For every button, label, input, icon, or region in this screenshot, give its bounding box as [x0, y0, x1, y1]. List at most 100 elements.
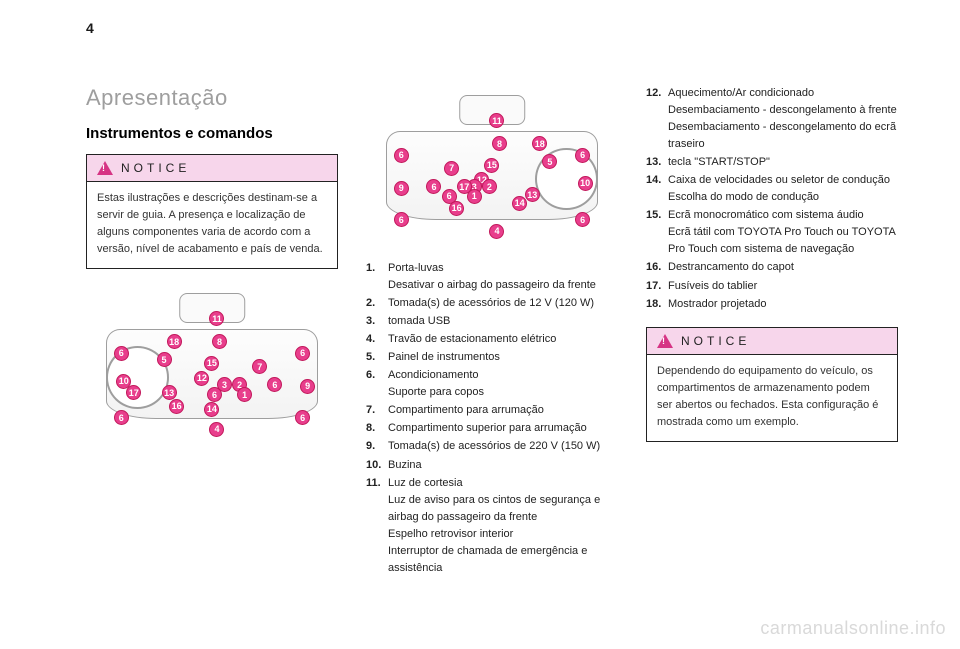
notice-box-2: NOTICE Dependendo do equipamento do veíc…	[646, 327, 898, 442]
callout-bubble: 6	[394, 212, 409, 227]
list-item-text: tecla "START/STOP"	[668, 154, 898, 171]
callout-bubble: 2	[482, 179, 497, 194]
warning-triangle-icon	[97, 161, 113, 175]
list-item-text: tomada USB	[388, 313, 618, 330]
list-item-subtext: Suporte para copos	[388, 384, 618, 401]
callout-bubble: 6	[207, 387, 222, 402]
list-item-number: 7.	[366, 402, 388, 419]
list-item-number: 11.	[366, 475, 388, 577]
list-item-number: 8.	[366, 420, 388, 437]
callout-bubble: 1	[467, 189, 482, 204]
list-item-number: 5.	[366, 349, 388, 366]
list-item-subtext: Desembaciamento - descongelamento do ecr…	[668, 119, 898, 153]
warning-triangle-icon	[657, 334, 673, 348]
list-item-text: Buzina	[388, 457, 618, 474]
list-item-number: 9.	[366, 438, 388, 455]
list-item: 12.Aquecimento/Ar condicionadoDesembacia…	[646, 85, 898, 153]
list-item-text: Fusíveis do tablier	[668, 278, 898, 295]
numbered-list-col3: 12.Aquecimento/Ar condicionadoDesembacia…	[646, 85, 898, 313]
callout-bubble: 15	[484, 158, 499, 173]
section-subtitle: Instrumentos e comandos	[86, 125, 338, 142]
callout-bubble: 10	[578, 176, 593, 191]
notice-box-1: NOTICE Estas ilustrações e descrições de…	[86, 154, 338, 269]
dashboard-illustration-left: 11188665157101232691713161614664	[86, 283, 338, 448]
notice-label: NOTICE	[121, 161, 190, 175]
callout-bubble: 9	[300, 379, 315, 394]
list-item-subtext: Desativar o airbag do passageiro da fren…	[388, 277, 618, 294]
callout-bubble: 13	[525, 187, 540, 202]
list-item-number: 18.	[646, 296, 668, 313]
list-item-subtext: Interruptor de chamada de emergência e a…	[388, 543, 618, 577]
callout-bubble: 7	[444, 161, 459, 176]
list-item: 8.Compartimento superior para arrumação	[366, 420, 618, 437]
section-title: Apresentação	[86, 85, 338, 111]
column-3: 12.Aquecimento/Ar condicionadoDesembacia…	[646, 85, 898, 578]
callout-bubble: 6	[295, 346, 310, 361]
list-item: 10.Buzina	[366, 457, 618, 474]
list-item: 3.tomada USB	[366, 313, 618, 330]
dashboard-illustration-right: 11818667155912321766101131614664	[366, 85, 618, 250]
list-item-text: AcondicionamentoSuporte para copos	[388, 367, 618, 401]
watermark: carmanualsonline.info	[760, 618, 946, 639]
callout-bubble: 16	[449, 201, 464, 216]
list-item-text: Tomada(s) de acessórios de 220 V (150 W)	[388, 438, 618, 455]
list-item-text: Porta-luvasDesativar o airbag do passage…	[388, 260, 618, 294]
list-item: 1.Porta-luvasDesativar o airbag do passa…	[366, 260, 618, 294]
list-item-number: 15.	[646, 207, 668, 258]
callout-bubble: 4	[209, 422, 224, 437]
callout-bubble: 5	[157, 352, 172, 367]
list-item-text: Mostrador projetado	[668, 296, 898, 313]
page-number: 4	[86, 20, 94, 36]
content-columns: Apresentação Instrumentos e comandos NOT…	[86, 85, 920, 578]
callout-bubble: 6	[575, 212, 590, 227]
notice-body-2: Dependendo do equipamento do veículo, os…	[647, 355, 897, 441]
list-item-number: 4.	[366, 331, 388, 348]
list-item: 7.Compartimento para arrumação	[366, 402, 618, 419]
list-item: 13.tecla "START/STOP"	[646, 154, 898, 171]
callout-bubble: 12	[194, 371, 209, 386]
callout-bubble: 6	[575, 148, 590, 163]
callout-bubble: 4	[489, 224, 504, 239]
callout-bubble: 6	[295, 410, 310, 425]
column-2: 11818667155912321766101131614664 1.Porta…	[366, 85, 618, 578]
list-item-number: 16.	[646, 259, 668, 276]
list-item-text: Compartimento superior para arrumação	[388, 420, 618, 437]
list-item: 18.Mostrador projetado	[646, 296, 898, 313]
list-item-text: Luz de cortesiaLuz de aviso para os cint…	[388, 475, 618, 577]
callout-bubble: 18	[167, 334, 182, 349]
notice-body-1: Estas ilustrações e descrições destinam-…	[87, 182, 337, 268]
list-item-number: 13.	[646, 154, 668, 171]
notice-header: NOTICE	[647, 328, 897, 355]
list-item-number: 17.	[646, 278, 668, 295]
list-item-subtext: Espelho retrovisor interior	[388, 526, 618, 543]
list-item: 2.Tomada(s) de acessórios de 12 V (120 W…	[366, 295, 618, 312]
callout-bubble: 11	[209, 311, 224, 326]
list-item: 17.Fusíveis do tablier	[646, 278, 898, 295]
list-item-text: Painel de instrumentos	[388, 349, 618, 366]
list-item: 16.Destrancamento do capot	[646, 259, 898, 276]
list-item-subtext: Ecrã tátil com TOYOTA Pro Touch ou TOYOT…	[668, 224, 898, 258]
list-item-text: Caixa de velocidades ou seletor de condu…	[668, 172, 898, 206]
list-item-number: 14.	[646, 172, 668, 206]
list-item-subtext: Escolha do modo de condução	[668, 189, 898, 206]
list-item-text: Destrancamento do capot	[668, 259, 898, 276]
list-item-text: Tomada(s) de acessórios de 12 V (120 W)	[388, 295, 618, 312]
callout-bubble: 6	[114, 410, 129, 425]
list-item: 5.Painel de instrumentos	[366, 349, 618, 366]
list-item-text: Aquecimento/Ar condicionadoDesembaciamen…	[668, 85, 898, 153]
list-item-subtext: Luz de aviso para os cintos de segurança…	[388, 492, 618, 526]
list-item: 11.Luz de cortesiaLuz de aviso para os c…	[366, 475, 618, 577]
callout-bubble: 6	[114, 346, 129, 361]
list-item-subtext: Desembaciamento - descongelamento à fren…	[668, 102, 898, 119]
list-item-number: 6.	[366, 367, 388, 401]
numbered-list-col2: 1.Porta-luvasDesativar o airbag do passa…	[366, 260, 618, 577]
list-item-text: Ecrã monocromático com sistema áudioEcrã…	[668, 207, 898, 258]
list-item-text: Compartimento para arrumação	[388, 402, 618, 419]
list-item: 4.Travão de estacionamento elétrico	[366, 331, 618, 348]
callout-bubble: 11	[489, 113, 504, 128]
list-item-number: 1.	[366, 260, 388, 294]
callout-bubble: 16	[169, 399, 184, 414]
list-item: 6.AcondicionamentoSuporte para copos	[366, 367, 618, 401]
list-item-text: Travão de estacionamento elétrico	[388, 331, 618, 348]
callout-bubble: 6	[394, 148, 409, 163]
